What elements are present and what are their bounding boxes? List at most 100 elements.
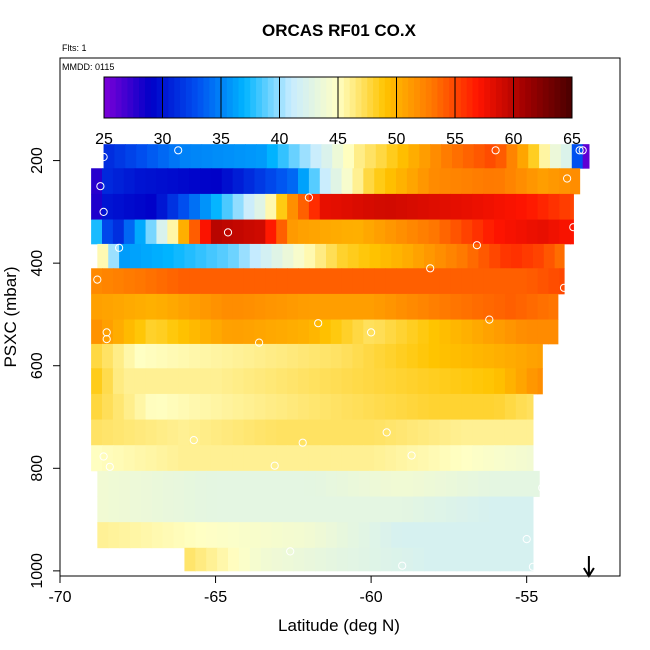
- heatmap-cell: [260, 243, 273, 269]
- heatmap-cell: [504, 293, 517, 320]
- heatmap-cell: [472, 343, 484, 369]
- heatmap-cell: [341, 393, 354, 420]
- heatmap-cell: [276, 293, 288, 320]
- heatmap-cell: [336, 547, 349, 572]
- heatmap-cell: [472, 368, 484, 395]
- heatmap-cell: [200, 393, 212, 420]
- heatmap-cell: [156, 193, 168, 220]
- heatmap-cell: [369, 547, 382, 572]
- heatmap-cell: [119, 243, 131, 269]
- heatmap-cell: [156, 393, 168, 420]
- heatmap-cell: [456, 243, 469, 269]
- heatmap-cell: [319, 268, 332, 295]
- heatmap-cell: [336, 470, 349, 497]
- colorbar-tick-label: 55: [446, 131, 464, 148]
- heatmap-cell: [298, 343, 310, 369]
- heatmap-cell: [434, 470, 447, 497]
- heatmap-cell: [315, 470, 327, 497]
- heatmap-cell: [293, 522, 305, 549]
- heatmap-cell: [201, 144, 214, 169]
- colorbar: 25 30 35 40 45 50 55 60 65: [95, 76, 581, 148]
- heatmap-cell: [504, 168, 517, 195]
- heatmap-cell: [526, 368, 539, 395]
- obs-point: [569, 223, 578, 232]
- heatmap-cell: [489, 470, 501, 497]
- heatmap-cell: [254, 193, 266, 220]
- heatmap-cell: [483, 268, 495, 295]
- heatmap-cell: [232, 368, 245, 395]
- heatmap-cell: [419, 144, 431, 169]
- heatmap-cell: [504, 445, 517, 472]
- heatmap-cell: [406, 419, 419, 446]
- heatmap-cell: [526, 419, 534, 446]
- y-axis-label: PSXC (mbar): [1, 266, 20, 367]
- obs-point: [314, 319, 323, 328]
- heatmap-cell: [439, 319, 452, 345]
- heatmap-cell: [315, 243, 327, 269]
- obs-point: [99, 152, 108, 162]
- heatmap-cell: [363, 168, 375, 195]
- obs-point: [559, 283, 569, 292]
- heatmap-cell: [293, 496, 305, 523]
- heatmap-cell: [288, 144, 301, 169]
- colorbar-segment: [226, 77, 234, 118]
- arrow-down-marker: [583, 556, 595, 578]
- colorbar-segment: [109, 77, 117, 118]
- obs-point: [99, 452, 108, 461]
- heatmap-cell: [123, 193, 136, 220]
- heatmap-cell: [483, 393, 495, 420]
- heatmap-cell: [515, 168, 528, 195]
- heatmap-cell: [522, 243, 534, 269]
- heatmap-cell: [341, 368, 354, 395]
- heatmap-cell: [308, 319, 321, 345]
- heatmap-cell: [156, 293, 168, 320]
- heatmap-cell: [500, 547, 512, 572]
- heatmap-cell: [473, 144, 486, 169]
- heatmap-cell: [178, 219, 190, 245]
- obs-point: [522, 535, 531, 544]
- heatmap-cell: [428, 343, 441, 369]
- heatmap-cell: [217, 496, 229, 523]
- heatmap-cell: [406, 293, 419, 320]
- heatmap-cell: [450, 343, 462, 369]
- heatmap-cell: [408, 144, 420, 169]
- heatmap-cell: [341, 268, 354, 295]
- heatmap-cell: [494, 419, 506, 446]
- obs-point: [398, 561, 407, 570]
- heatmap-cell: [428, 219, 441, 245]
- heatmap-cell: [417, 319, 430, 345]
- heatmap-cell: [221, 168, 234, 195]
- heatmap-cell: [406, 343, 419, 369]
- obs-point: [99, 207, 108, 216]
- colorbar-tick-label: 30: [154, 131, 172, 148]
- heatmap-cell: [472, 445, 484, 472]
- heatmap-cell: [478, 470, 490, 497]
- heatmap-cell: [167, 445, 179, 472]
- heatmap-cell: [102, 319, 114, 345]
- heatmap-cell: [210, 268, 223, 295]
- heatmap-cell: [282, 522, 294, 549]
- heatmap-cell: [167, 268, 179, 295]
- heatmap-cell: [537, 343, 543, 369]
- heatmap-cell: [221, 193, 234, 220]
- heatmap-cell: [347, 547, 360, 572]
- heatmap-cell: [364, 144, 377, 169]
- heatmap-cell: [298, 219, 310, 245]
- heatmap-cell: [515, 445, 528, 472]
- heatmap-cell: [156, 445, 168, 472]
- heatmap-cell: [287, 168, 299, 195]
- heatmap-cell: [402, 470, 414, 497]
- heatmap-cell: [417, 168, 430, 195]
- heatmap-cell: [456, 496, 469, 523]
- heatmap-cell: [428, 445, 441, 472]
- colorbar-segment: [478, 77, 485, 118]
- colorbar-segment: [548, 77, 555, 118]
- heatmap-cell: [145, 343, 158, 369]
- heatmap-cell: [265, 168, 277, 195]
- colorbar-segment: [297, 77, 304, 118]
- heatmap-cell: [91, 319, 103, 345]
- heatmap-cell: [145, 393, 158, 420]
- x-tick-label: -70: [48, 589, 71, 606]
- heatmap-cell: [123, 293, 136, 320]
- heatmap-cell: [112, 419, 125, 446]
